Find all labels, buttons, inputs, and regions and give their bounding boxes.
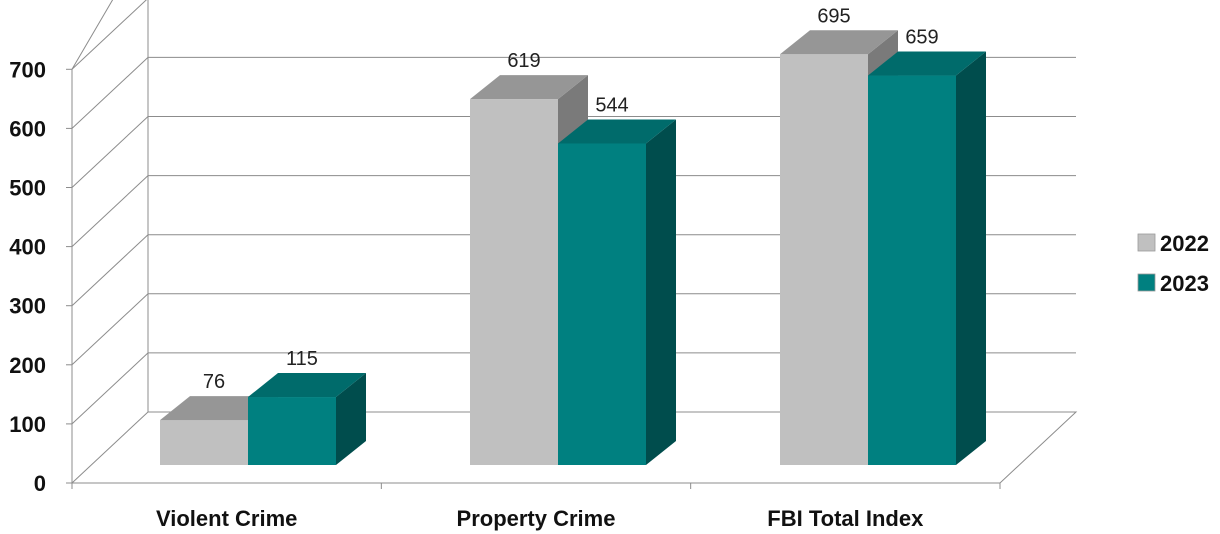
bar-side [336,373,366,465]
legend-label: 2023 [1160,271,1209,296]
legend: 2022 2023 [1137,231,1209,296]
y-tick-label: 700 [9,57,46,82]
y-tick-label: 400 [9,235,46,260]
data-label: 619 [507,50,540,72]
y-tick-label: 0 [34,471,46,496]
y-tick-label: 100 [9,412,46,437]
bars [160,30,986,466]
bar [558,119,676,465]
bar [868,51,986,465]
y-tick-label: 600 [9,116,46,141]
left-wall-top-edge [71,0,114,70]
bar-top [868,51,986,76]
gridline-diagonal [71,57,149,129]
gridline-diagonal [71,352,149,425]
bar-top [780,30,898,55]
x-tick-label: Property Crime [457,506,616,531]
x-axis: Violent Crime Property Crime FBI Total Ind… [71,483,1001,531]
gridline-diagonal [71,175,149,247]
x-tick-label: Violent Crime [156,506,297,531]
gridline-diagonal [71,116,149,188]
y-tick-label: 300 [9,294,46,319]
bar-front [558,143,646,465]
bar-top [558,119,676,144]
gridline-diagonal [71,0,147,70]
data-label: 76 [203,371,225,393]
bar-side [956,51,986,465]
data-label: 695 [817,5,850,27]
bar-front [868,75,956,465]
bar-top [248,373,366,398]
y-tick-label: 200 [9,353,46,378]
data-labels: 76 115 619 544 695 659 [203,5,939,393]
bar-side [646,119,676,465]
bar-front [470,99,558,466]
y-tick-label: 500 [9,176,46,201]
gridline-diagonal [71,293,149,366]
x-tick-label: FBI Total Index [767,506,924,531]
bar-front [248,397,336,465]
gridline-diagonal [71,234,149,307]
data-label: 659 [905,27,938,49]
bar-front [160,420,248,465]
legend-label: 2022 [1160,231,1209,256]
data-label: 115 [286,348,318,370]
legend-swatch [1137,233,1156,252]
gridline-diagonal [71,411,149,484]
bar [248,373,366,465]
data-label: 544 [595,94,628,116]
legend-swatch [1137,273,1156,292]
y-axis: 0 100 200 300 400 500 600 700 [9,57,72,496]
bar-top [470,75,588,100]
bar-front [780,54,868,465]
